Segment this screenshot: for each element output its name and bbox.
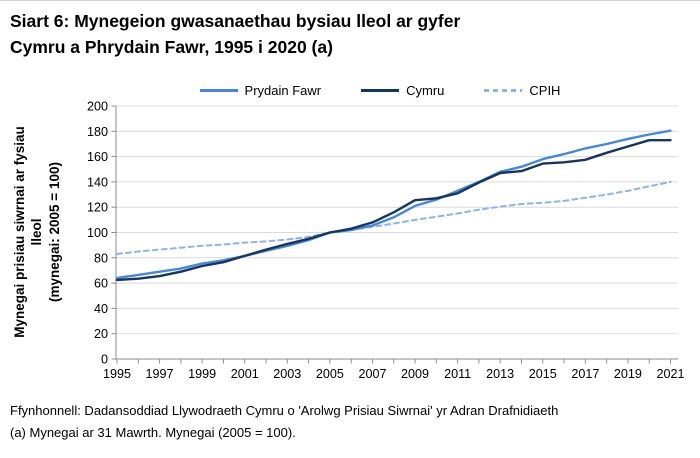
legend-item-prydain-fawr: Prydain Fawr xyxy=(199,82,322,98)
x-tick-label: 2011 xyxy=(444,367,471,381)
series-line-cpih xyxy=(116,180,672,255)
chart-legend: Prydain Fawr Cymru CPIH xyxy=(80,81,680,99)
x-tick-label: 1999 xyxy=(188,367,216,381)
legend-item-cpih: CPIH xyxy=(484,83,560,98)
x-tick-label: 2001 xyxy=(231,367,259,381)
source-line: Ffynhonnell: Dadansoddiad Llywodraeth Cy… xyxy=(10,403,559,418)
y-tick-label: 0 xyxy=(101,353,108,367)
y-tick-label: 140 xyxy=(87,175,108,189)
x-tick-label: 2013 xyxy=(486,367,514,381)
y-tick-label: 80 xyxy=(94,251,108,265)
x-tick-label: 2007 xyxy=(358,367,386,381)
x-tick-label: 1997 xyxy=(146,367,174,381)
legend-label: Cymru xyxy=(406,82,445,98)
x-tick-label: 2005 xyxy=(316,367,344,381)
x-tick-label: 2009 xyxy=(401,367,429,381)
page-title-line1: Siart 6: Mynegeion gwasanaethau bysiau l… xyxy=(10,11,461,31)
x-tick-label: 2019 xyxy=(614,367,642,381)
x-tick-label: 2021 xyxy=(656,367,684,381)
line-sample-icon xyxy=(199,88,238,92)
y-tick-label: 180 xyxy=(87,125,108,139)
legend-label: CPIH xyxy=(529,82,561,98)
y-tick-label: 120 xyxy=(87,201,108,215)
y-tick-label: 200 xyxy=(87,100,108,114)
y-tick-label: 60 xyxy=(94,277,108,291)
series-line-cymru xyxy=(115,138,672,282)
y-tick-label: 20 xyxy=(94,327,108,341)
y-tick-label: 160 xyxy=(87,150,108,164)
page-title: Siart 6: Mynegeion gwasanaethau bysiau l… xyxy=(10,8,682,60)
legend-label: Prydain Fawr xyxy=(244,82,322,98)
x-tick-label: 1995 xyxy=(103,367,131,381)
line-sample-icon xyxy=(361,88,400,92)
x-tick-label: 2017 xyxy=(571,367,599,381)
x-tick-label: 2003 xyxy=(273,367,301,381)
y-tick-label: 100 xyxy=(87,226,108,240)
y-tick-label: 40 xyxy=(94,302,108,316)
page-title-line2: Cymru a Phrydain Fawr, 1995 i 2020 (a) xyxy=(10,37,333,57)
dashed-line-sample-icon xyxy=(484,88,523,92)
series-line-prydain-fawr xyxy=(115,129,672,280)
legend-item-cymru: Cymru xyxy=(361,83,444,98)
source-note: Ffynhonnell: Dadansoddiad Llywodraeth Cy… xyxy=(10,400,695,443)
x-tick-label: 2015 xyxy=(529,367,557,381)
footnote-line: (a) Mynegai ar 31 Mawrth. Mynegai (2005 … xyxy=(10,424,296,440)
